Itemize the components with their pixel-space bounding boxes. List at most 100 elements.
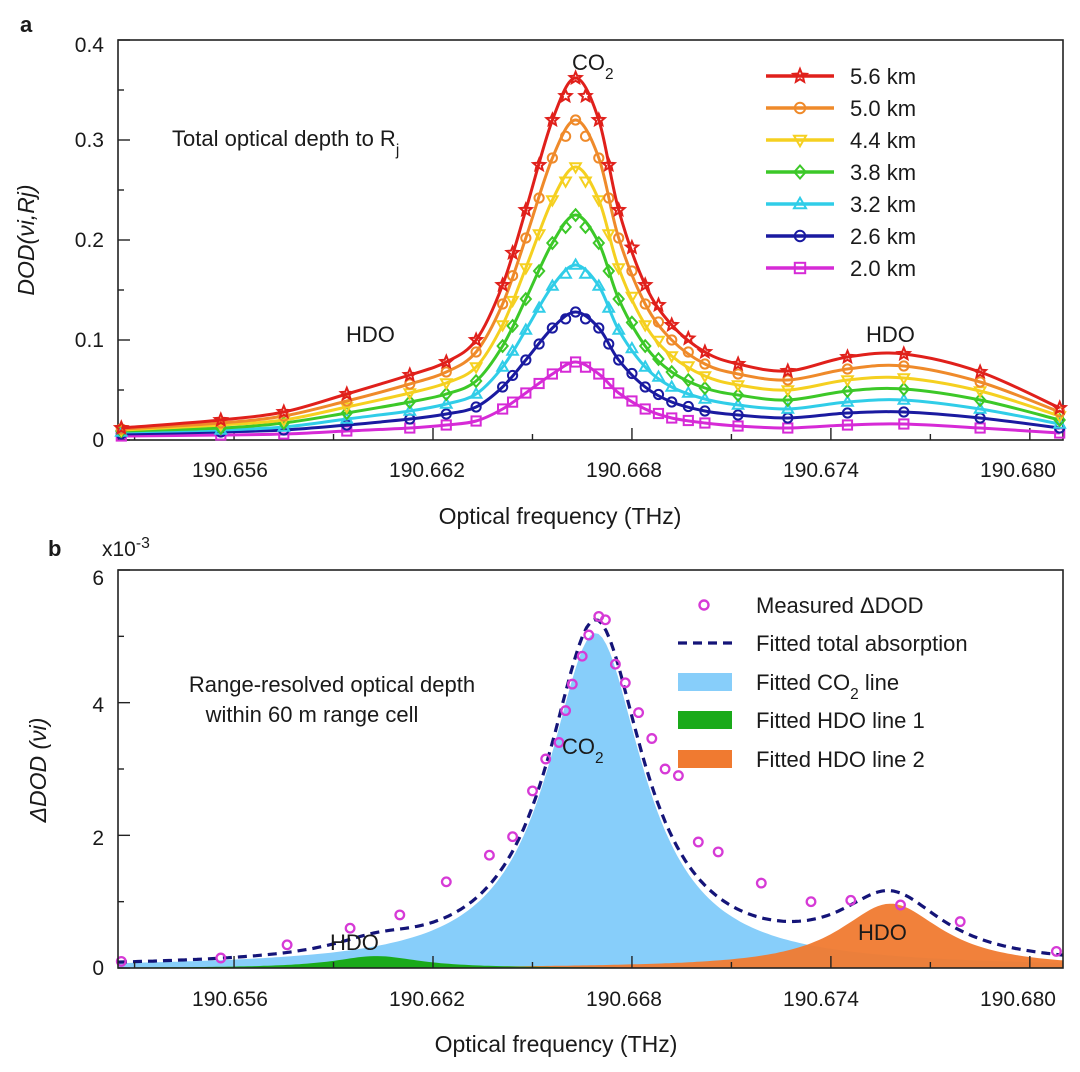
- a-xtick-label-4: 190.680: [980, 459, 1056, 482]
- series-marker: [840, 394, 855, 407]
- measured-point: [560, 705, 572, 717]
- series-marker: [340, 405, 354, 421]
- legend-swatch-marker: [792, 134, 808, 149]
- measured-point: [115, 955, 127, 967]
- a-ytick-label-4: 0.4: [75, 34, 105, 57]
- b-xtick-label-4: 190.680: [980, 988, 1056, 1011]
- legend-fitted-co2-label: Fitted CO2 line: [756, 670, 899, 703]
- measured-point: [599, 614, 611, 626]
- panel-b: b x10-3 0 2 4 6 190.656 190.662 190.668 …: [25, 535, 1064, 1057]
- series-marker: [533, 338, 545, 350]
- series-marker: [840, 375, 855, 388]
- measured-point: [692, 836, 704, 848]
- series-marker: [603, 338, 615, 350]
- series-marker: [612, 291, 626, 307]
- series-marker: [579, 313, 592, 325]
- panel-a-ticks: [118, 39, 1031, 441]
- series-marker: [546, 152, 558, 164]
- series-marker: [638, 338, 652, 354]
- series-marker: [731, 397, 746, 410]
- series-marker: [532, 300, 547, 313]
- measured-point: [646, 733, 658, 744]
- series-marker: [665, 364, 679, 380]
- series-marker: [971, 363, 989, 380]
- series-marker: [610, 201, 628, 218]
- series-marker: [497, 403, 509, 415]
- legend-fitted-hdo2-swatch: [678, 750, 732, 768]
- legend-swatch-marker: [790, 66, 810, 84]
- series-marker: [601, 300, 616, 313]
- series-marker: [559, 219, 573, 235]
- series-marker: [613, 387, 625, 399]
- series-marker: [781, 392, 795, 408]
- measured-point: [954, 916, 966, 928]
- measured-point: [440, 876, 452, 888]
- series-marker: [520, 387, 532, 399]
- series-marker: [569, 306, 582, 318]
- series-marker: [532, 263, 546, 279]
- legend-label: 3.8 km: [850, 160, 916, 185]
- series-marker: [782, 374, 794, 386]
- series-marker: [506, 396, 519, 408]
- panel-a-legend: 5.6 km 5.0 km 4.4 km 3.8 km 3.2 km 2.6 km 2.0 …: [766, 64, 916, 281]
- measured-point: [566, 678, 578, 690]
- series-marker: [841, 363, 854, 375]
- series-marker: [506, 270, 519, 282]
- series-marker: [593, 368, 605, 380]
- legend-fitted-total-label: Fitted total absorption: [756, 631, 968, 656]
- series-marker: [469, 373, 483, 389]
- series-marker: [546, 322, 558, 334]
- series-marker: [696, 343, 714, 360]
- series-marker: [495, 320, 510, 333]
- series-marker: [545, 195, 560, 208]
- series-marker: [545, 235, 559, 251]
- series-marker: [567, 69, 585, 86]
- series-marker: [682, 414, 694, 427]
- b-label-hdo-right: HDO: [858, 920, 907, 945]
- series-marker: [495, 359, 510, 372]
- series-marker: [569, 114, 582, 126]
- series-marker: [338, 385, 356, 402]
- series-marker: [679, 329, 697, 346]
- series-marker: [699, 358, 711, 370]
- fitted-hdo2-area: [118, 903, 1063, 968]
- b-y-axis-title: ΔDOD (νi): [25, 718, 51, 824]
- series-marker: [1051, 399, 1069, 416]
- series-marker: [652, 407, 665, 420]
- a-ytick-label-1: 0.1: [75, 329, 104, 352]
- legend-measured-label: Measured ΔDOD: [756, 593, 924, 618]
- series-marker: [545, 278, 560, 291]
- series-marker: [339, 402, 354, 415]
- series-marker: [532, 229, 547, 242]
- series-marker: [732, 409, 744, 421]
- series-marker: [681, 385, 696, 398]
- b-ytick-label-2: 4: [92, 694, 104, 717]
- series-marker: [697, 371, 712, 384]
- series-marker: [638, 359, 653, 372]
- series-marker: [518, 322, 533, 335]
- panel-a: a 0 0.1 0.2 0.3 0.4 190.656 190.662 190.…: [13, 12, 1069, 529]
- series-marker: [896, 373, 911, 386]
- a-y-axis-title: DOD(νi,Rj): [13, 184, 39, 295]
- series-marker: [506, 369, 519, 382]
- series-3-2-km: [114, 257, 1067, 437]
- measured-point: [1050, 945, 1062, 957]
- series-marker: [652, 351, 665, 367]
- a-annotation-total: Total optical depth to Rj: [172, 126, 399, 159]
- series-marker: [590, 111, 608, 128]
- series-line: [121, 213, 1061, 433]
- a-ytick-label-0: 0: [92, 429, 104, 452]
- series-marker: [275, 403, 293, 420]
- series-3-8-km: [114, 207, 1067, 439]
- series-marker: [639, 381, 651, 393]
- series-marker: [469, 386, 484, 399]
- series-marker: [625, 315, 639, 330]
- series-marker: [652, 316, 665, 328]
- series-marker: [112, 419, 130, 436]
- series-marker: [897, 381, 911, 397]
- measured-point: [281, 939, 293, 951]
- series-marker: [602, 263, 616, 279]
- legend-fitted-co2-swatch: [678, 673, 732, 691]
- series-marker: [579, 361, 592, 373]
- series-line: [121, 165, 1061, 432]
